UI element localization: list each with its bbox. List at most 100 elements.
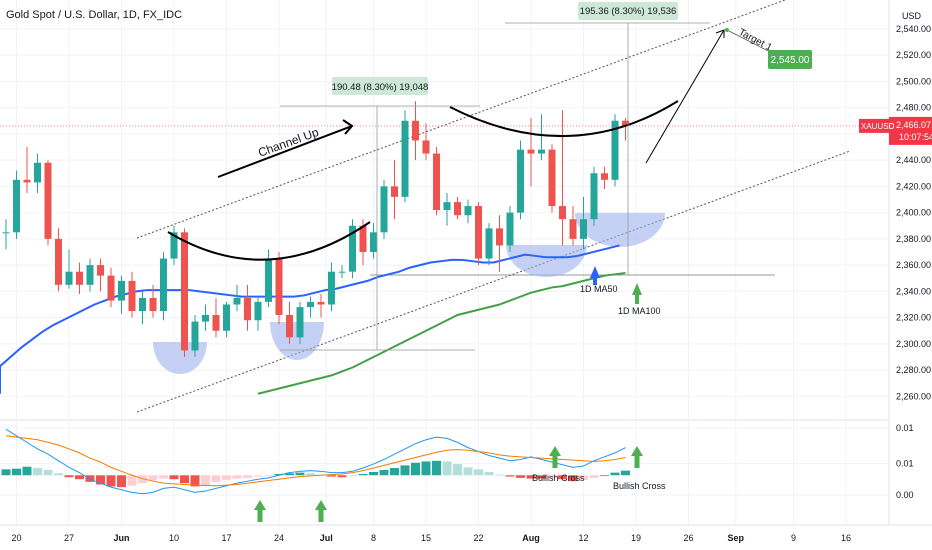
- macd-histogram-bar: [589, 475, 599, 478]
- macd-histogram-bar: [411, 462, 420, 476]
- macd-histogram-bar: [54, 473, 63, 476]
- candle-body: [76, 271, 83, 285]
- candle: [118, 275, 125, 314]
- candle-body: [65, 271, 73, 285]
- candle: [328, 262, 335, 312]
- channel-up-lines: [136, 0, 851, 413]
- price-tick-label: 2,540.00: [896, 24, 931, 34]
- candle-body: [370, 232, 377, 252]
- candle-body: [601, 173, 608, 180]
- macd-histogram-bar: [453, 464, 462, 476]
- macd-histogram-bar: [190, 475, 200, 487]
- candle-body: [622, 120, 629, 126]
- macd-histogram-bar: [505, 475, 515, 477]
- candle-body: [506, 212, 514, 246]
- ma50-label: 1D MA50: [580, 284, 618, 294]
- macd-tick-label: 0.01: [896, 423, 914, 433]
- candle-body: [433, 153, 440, 210]
- support-cup: [575, 213, 665, 247]
- measure2-label: 195.36 (8.30%) 19,536: [580, 6, 677, 17]
- macd-histogram-bar: [610, 472, 620, 476]
- candle: [422, 123, 430, 161]
- macd-histogram-bar: [96, 475, 105, 485]
- candle-body: [454, 202, 461, 216]
- candle-body: [328, 271, 335, 305]
- currency-label: USD: [902, 11, 922, 21]
- candle: [55, 228, 62, 292]
- time-tick-label: 10: [169, 533, 179, 543]
- candle-body: [13, 179, 20, 233]
- candle-body: [559, 206, 566, 220]
- macd-tick-label: 0.01: [896, 458, 914, 468]
- symbol-badge: [859, 118, 889, 133]
- channel-lower-line: [136, 150, 851, 413]
- macd-histogram-bar: [264, 475, 273, 477]
- candle-body: [118, 280, 125, 301]
- macd-histogram-bar: [526, 475, 536, 479]
- time-tick-label: 22: [473, 533, 483, 543]
- price-candles: [0, 101, 889, 357]
- time-tick-label: Jun: [113, 533, 129, 543]
- candle: [65, 249, 73, 289]
- candle: [128, 271, 136, 318]
- candle-body: [307, 301, 314, 308]
- macd-cross-arrow: [631, 446, 643, 468]
- macd-histogram-bar: [400, 465, 410, 476]
- time-tick-label: 9: [791, 533, 796, 543]
- candle: [34, 153, 41, 193]
- macd-histogram-bar: [432, 460, 441, 476]
- candle: [349, 219, 356, 279]
- macd-histogram-bar: [421, 461, 431, 476]
- candle-body: [401, 120, 409, 197]
- candle: [370, 223, 377, 259]
- ma50-arrow: [590, 266, 600, 285]
- time-axis[interactable]: 20 27 Jun 10 17 24 Jul 8 15 22 Aug 12 19 26 Sep 9 16: [11, 533, 851, 543]
- candle: [296, 301, 304, 344]
- macd-histogram-bar: [327, 475, 336, 477]
- macd-histogram-bar: [306, 473, 315, 476]
- arc-left: [167, 221, 371, 261]
- price-tick-label: 2,400.00: [896, 208, 931, 218]
- macd-histogram-bar: [12, 468, 21, 476]
- macd-histogram-bar: [285, 473, 294, 476]
- macd-histogram-bar: [75, 475, 84, 480]
- candle: [475, 202, 482, 266]
- candle-body: [254, 301, 262, 321]
- candle: [191, 315, 199, 357]
- macd-histogram-bar: [568, 475, 578, 482]
- candle: [380, 179, 388, 239]
- candle-body: [496, 228, 503, 246]
- candle: [538, 114, 545, 161]
- candle-body: [223, 304, 230, 331]
- macd-histogram-bar: [621, 470, 630, 476]
- candle-body: [97, 265, 104, 276]
- candle: [2, 219, 10, 250]
- candle-body: [569, 219, 577, 239]
- macd-histogram-bar: [169, 475, 179, 480]
- candle: [97, 258, 104, 292]
- candle: [443, 192, 451, 226]
- target-point: [725, 28, 729, 32]
- time-tick-label: Aug: [522, 533, 540, 543]
- target-badge-label: 2,545.00: [771, 55, 810, 66]
- time-tick-label: Jul: [320, 533, 333, 543]
- candle: [611, 114, 619, 187]
- candle: [307, 296, 314, 318]
- candle: [517, 140, 524, 220]
- macd-histogram-bar: [547, 475, 557, 478]
- candle-body: [34, 162, 41, 183]
- candle: [13, 170, 20, 239]
- price-tick-label: 2,420.00: [896, 181, 931, 191]
- macd-histogram-bar: [442, 461, 452, 476]
- time-tick-label: 17: [221, 533, 231, 543]
- candle: [223, 301, 230, 338]
- symbol-badge-label: XAUUSD: [861, 122, 895, 131]
- candle: [149, 284, 157, 318]
- macd-histogram-bar: [138, 475, 147, 484]
- candle-body: [139, 297, 146, 312]
- candle: [580, 196, 587, 250]
- price-tick-label: 2,440.00: [896, 155, 931, 165]
